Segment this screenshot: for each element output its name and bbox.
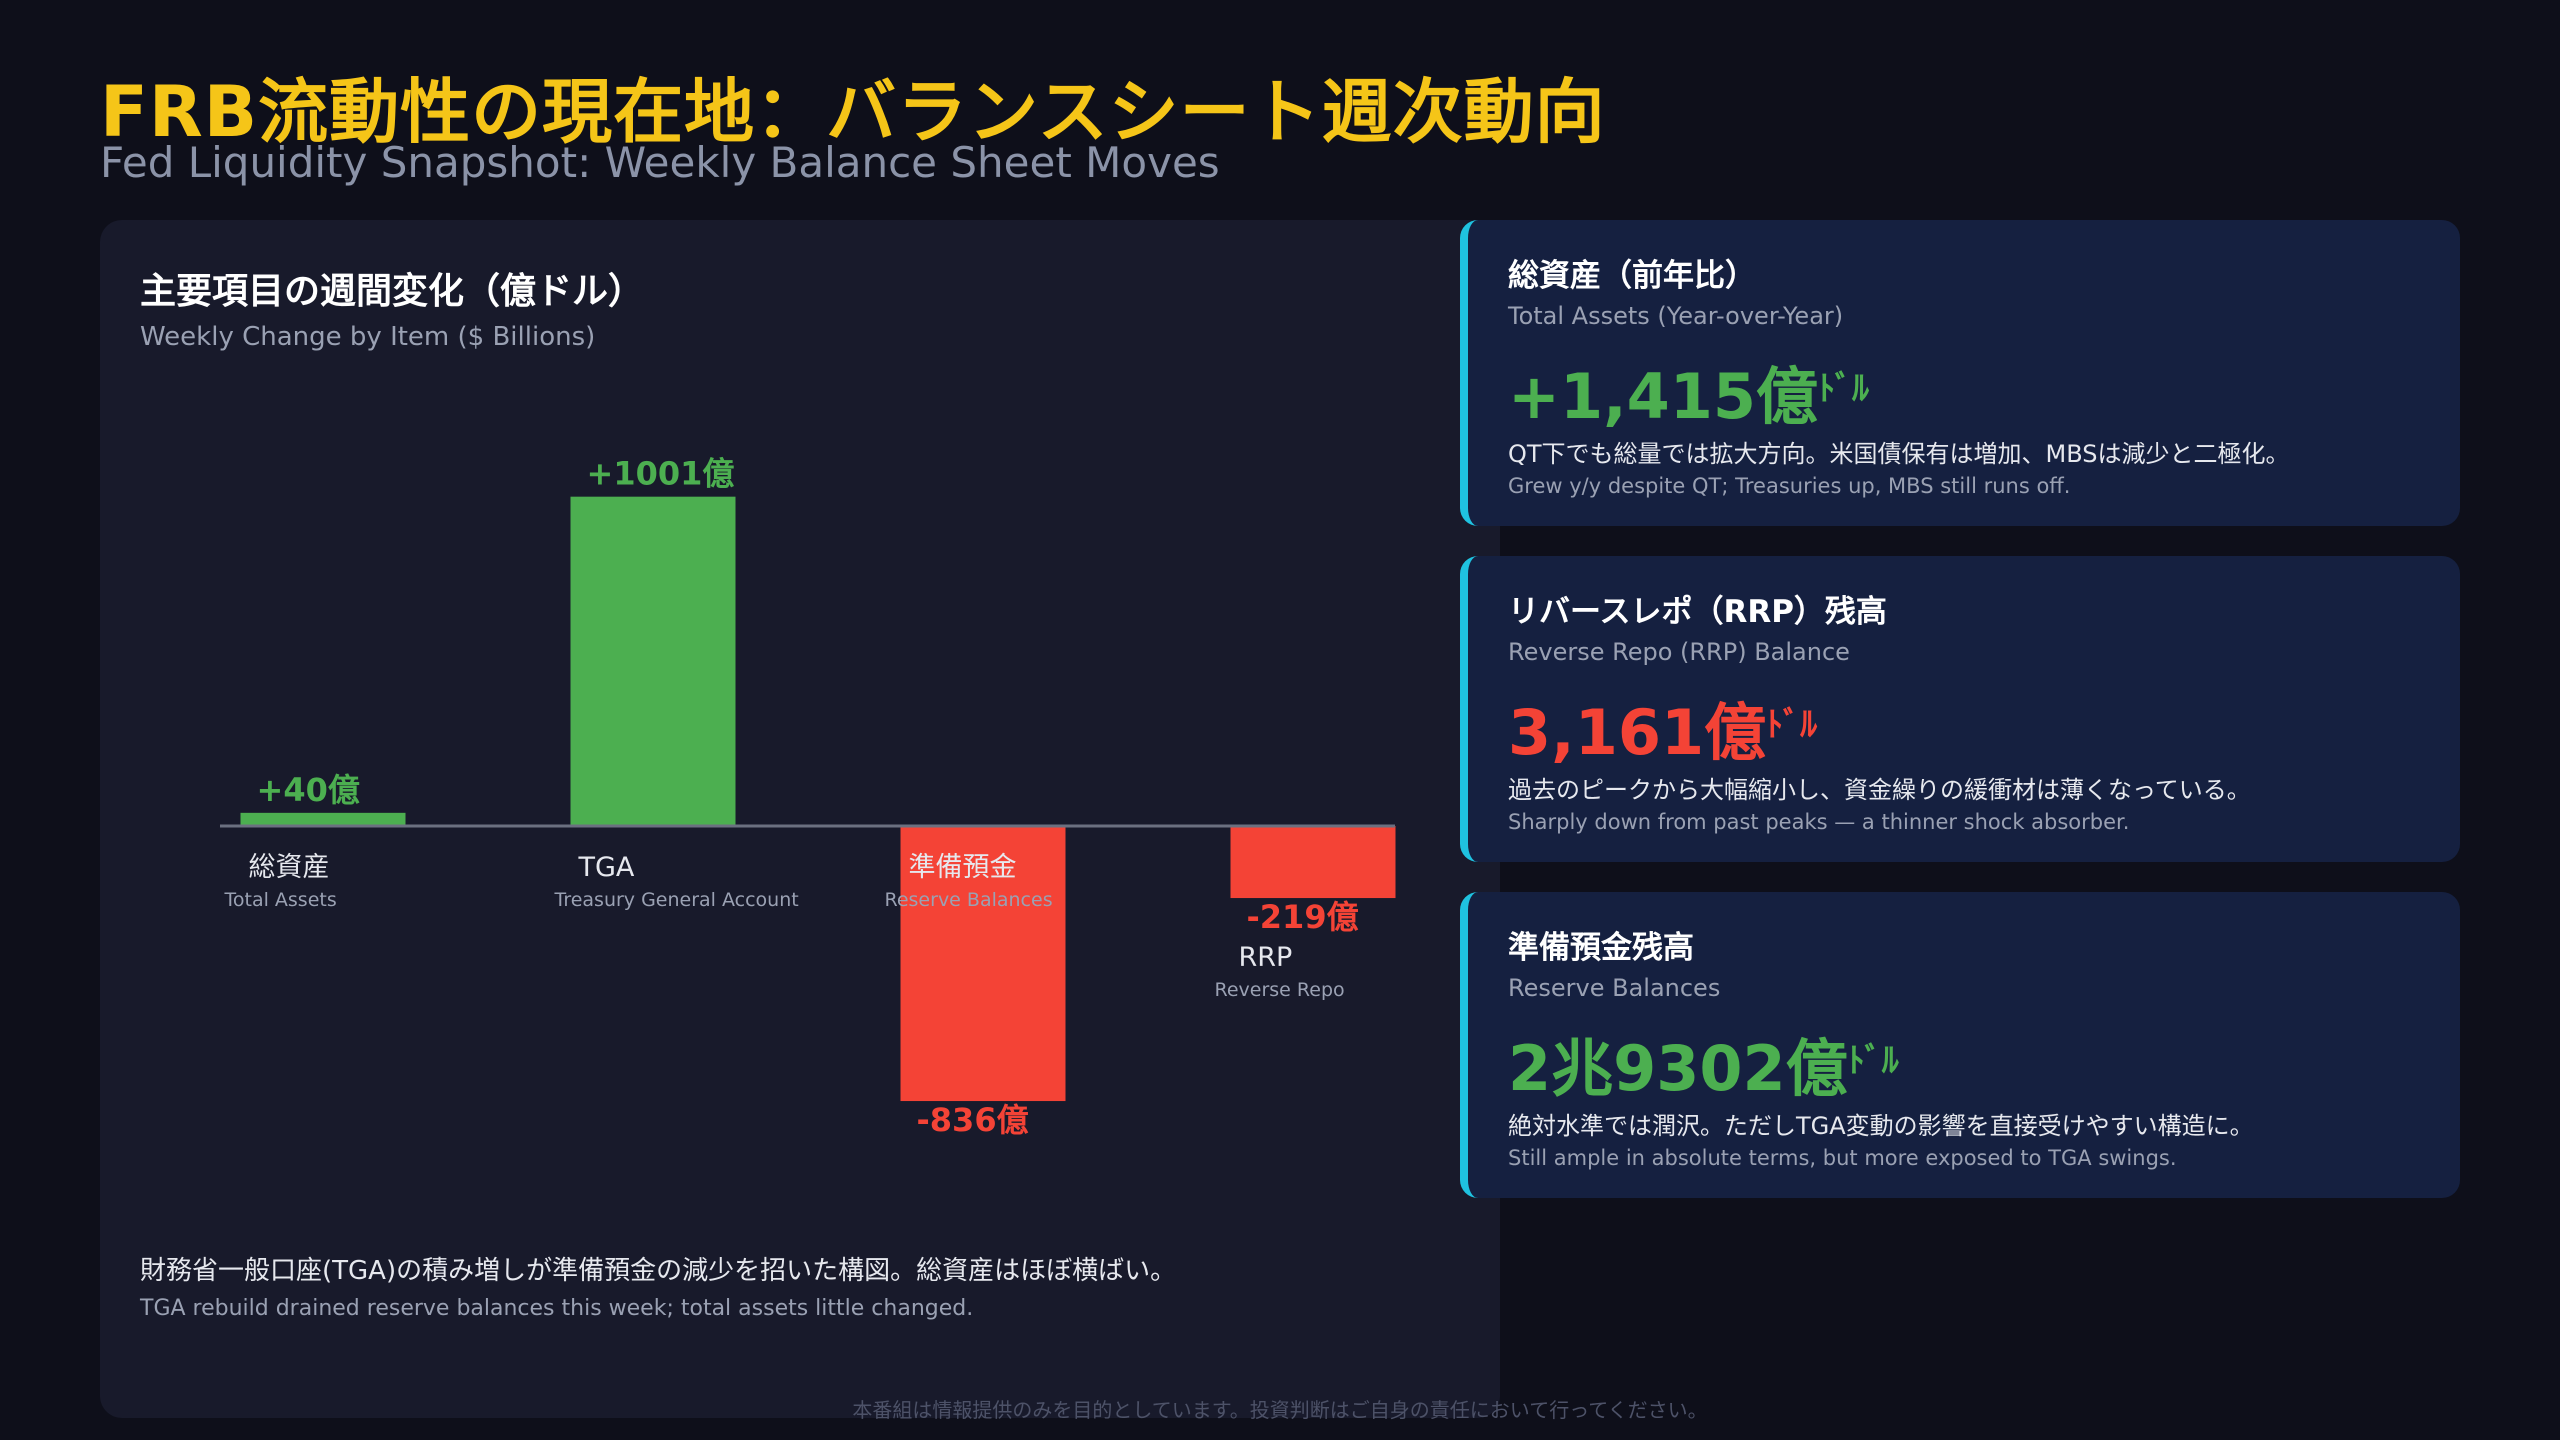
card-description: 過去のピークから大幅縮小し、資金繰りの緩衝材は薄くなっている。 (1508, 776, 2251, 804)
chart-subtitle: Weekly Change by Item ($ Billions) (140, 322, 596, 352)
bar (1230, 826, 1396, 899)
rrp-balance-card: リバースレポ（RRP）残高 Reverse Repo (RRP) Balance… (1460, 556, 2460, 862)
card-description: 絶対水準では潤沢。ただしTGA変動の影響を直接受けやすい構造に。 (1508, 1112, 2254, 1140)
category-label: 総資産 (249, 852, 330, 883)
card-title: 総資産（前年比） (1508, 258, 1756, 294)
category-label-en: Reverse Repo (1215, 979, 1345, 1001)
card-value-number: 2兆9302億 (1508, 1032, 1848, 1105)
chart-title: 主要項目の週間変化（億ドル） (140, 271, 645, 312)
disclaimer: 本番組は情報提供のみを目的としています。投資判断はご自身の責任において行ってくだ… (852, 1398, 1708, 1422)
chart-panel: 主要項目の週間変化（億ドル） Weekly Change by Item ($ … (100, 220, 1500, 1418)
card-description-en: Sharply down from past peaks — a thinner… (1508, 810, 2130, 834)
card-subtitle: Total Assets (Year-over-Year) (1508, 302, 1844, 330)
card-value: +1,415億ﾄﾞﾙ (1508, 346, 1869, 436)
bar (900, 826, 1066, 1102)
data-label: +1001億 (587, 455, 735, 493)
card-subtitle: Reverse Repo (RRP) Balance (1508, 638, 1850, 666)
bar (240, 812, 406, 826)
card-value-unit: ﾄﾞﾙ (1818, 369, 1870, 409)
category-label: TGA (578, 852, 635, 883)
card-title: リバースレポ（RRP）残高 (1508, 594, 1887, 630)
page-title: FRB流動性の現在地：バランスシート週次動向 (100, 71, 1606, 153)
page-subtitle: Fed Liquidity Snapshot: Weekly Balance S… (100, 138, 1220, 187)
data-label: +40億 (257, 771, 360, 809)
reserve-balances-card: 準備預金残高 Reserve Balances 2兆9302億ﾄﾞﾙ 絶対水準で… (1460, 892, 2460, 1198)
card-value-number: +1,415億 (1508, 360, 1819, 433)
card-title: 準備預金残高 (1508, 930, 1694, 966)
category-label-en: Treasury General Account (554, 889, 799, 911)
category-label-en: Reserve Balances (885, 889, 1053, 911)
total-assets-card: 総資産（前年比） Total Assets (Year-over-Year) +… (1460, 220, 2460, 526)
category-label: RRP (1239, 942, 1293, 973)
card-description: QT下でも総量では拡大方向。米国債保有は増加、MBSは減少と二極化。 (1508, 440, 2290, 468)
chart-note-en: TGA rebuild drained reserve balances thi… (140, 1296, 974, 1321)
category-label-en: Total Assets (224, 889, 337, 911)
category-label: 準備預金 (909, 852, 1017, 883)
data-label: -219億 (1247, 898, 1359, 936)
bar (570, 496, 736, 826)
card-value-number: 3,161億 (1508, 696, 1767, 769)
card-value-unit: ﾄﾞﾙ (1766, 705, 1818, 745)
card-description-en: Grew y/y despite QT; Treasuries up, MBS … (1508, 474, 2071, 498)
card-value: 2兆9302億ﾄﾞﾙ (1508, 1018, 1899, 1108)
card-description-en: Still ample in absolute terms, but more … (1508, 1146, 2177, 1170)
card-value: 3,161億ﾄﾞﾙ (1508, 682, 1817, 772)
card-value-unit: ﾄﾞﾙ (1847, 1041, 1899, 1081)
card-subtitle: Reserve Balances (1508, 974, 1721, 1002)
chart-note: 財務省一般口座(TGA)の積み増しが準備預金の減少を招いた構図。総資産はほぼ横ば… (140, 1256, 1177, 1286)
data-label: -836億 (917, 1101, 1029, 1139)
